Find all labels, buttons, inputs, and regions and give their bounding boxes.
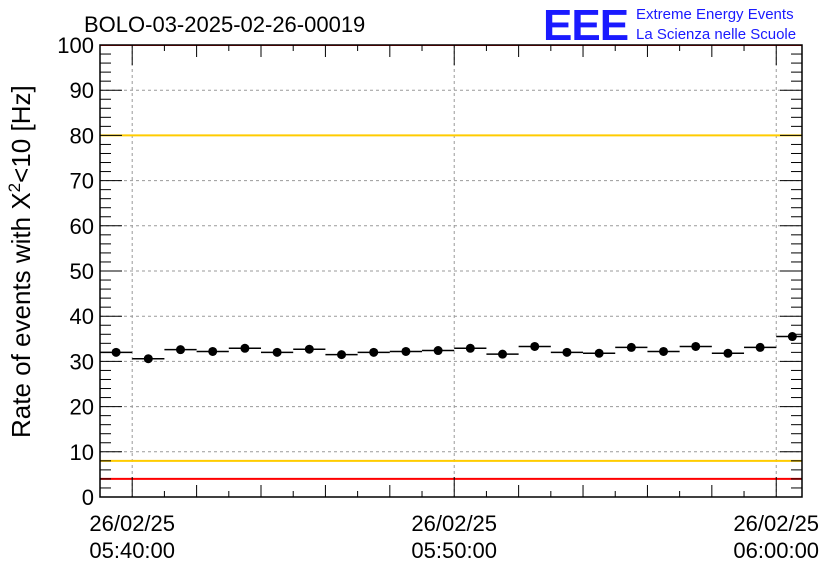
y-tick-label: 100 [57, 33, 94, 58]
data-point [755, 342, 765, 352]
eee-logo-text: EEE [543, 1, 628, 50]
x-tick-label-date: 26/02/25 [89, 511, 175, 536]
y-tick-label: 50 [70, 259, 94, 284]
x-tick-label-time: 06:00:00 [733, 538, 819, 563]
x-tick-label-date: 26/02/25 [733, 511, 819, 536]
y-tick-label: 0 [82, 485, 94, 510]
y-axis-label-tail: <10 [Hz] [6, 85, 36, 183]
data-point [530, 341, 540, 351]
data-point [304, 344, 314, 354]
y-tick-label: 10 [70, 440, 94, 465]
eee-logo-line2: La Scienza nelle Scuole [636, 26, 796, 43]
y-axis-label-superscript: 2 [5, 183, 24, 192]
data-point [369, 347, 379, 357]
y-tick-label: 70 [70, 169, 94, 194]
data-point [465, 343, 475, 353]
y-tick-labels: 0 10 20 30 40 50 60 70 80 90 100 [57, 33, 94, 510]
data-point [659, 346, 669, 356]
y-tick-label: 60 [70, 214, 94, 239]
data-point [401, 346, 411, 356]
data-point [562, 347, 572, 357]
x-tick-label-time: 05:40:00 [89, 538, 175, 563]
y-tick-label: 80 [70, 123, 94, 148]
data-point [240, 343, 250, 353]
x-tick-label-date: 26/02/25 [411, 511, 497, 536]
data-point [111, 347, 121, 357]
data-point [787, 332, 797, 342]
x-tick-label-time: 05:50:00 [411, 538, 497, 563]
y-tick-label: 40 [70, 304, 94, 329]
chart-title: BOLO-03-2025-02-26-00019 [84, 12, 365, 37]
data-point [272, 347, 282, 357]
data-point [433, 346, 443, 356]
data-point [176, 345, 186, 355]
data-point [594, 348, 604, 358]
grid-lines [100, 45, 802, 497]
y-axis-label: Rate of events with X2<10 [Hz] [5, 85, 36, 438]
data-point [337, 350, 347, 360]
eee-logo-line1: Extreme Energy Events [636, 6, 794, 23]
data-points [100, 332, 802, 364]
data-point [208, 346, 218, 356]
y-axis-label-main: Rate of events with X [6, 192, 36, 438]
data-point [498, 349, 508, 359]
data-point [691, 341, 701, 351]
data-point [723, 348, 733, 358]
y-tick-label: 90 [70, 78, 94, 103]
reference-lines [100, 45, 802, 480]
axis-ticks [99, 44, 802, 498]
y-tick-label: 20 [70, 395, 94, 420]
y-tick-label: 30 [70, 349, 94, 374]
x-tick-labels: 26/02/2505:40:0026/02/2505:50:0026/02/25… [89, 511, 819, 563]
eee-logo: EEE Extreme Energy Events La Scienza nel… [543, 1, 796, 50]
data-point [626, 342, 636, 352]
data-point [143, 354, 153, 364]
